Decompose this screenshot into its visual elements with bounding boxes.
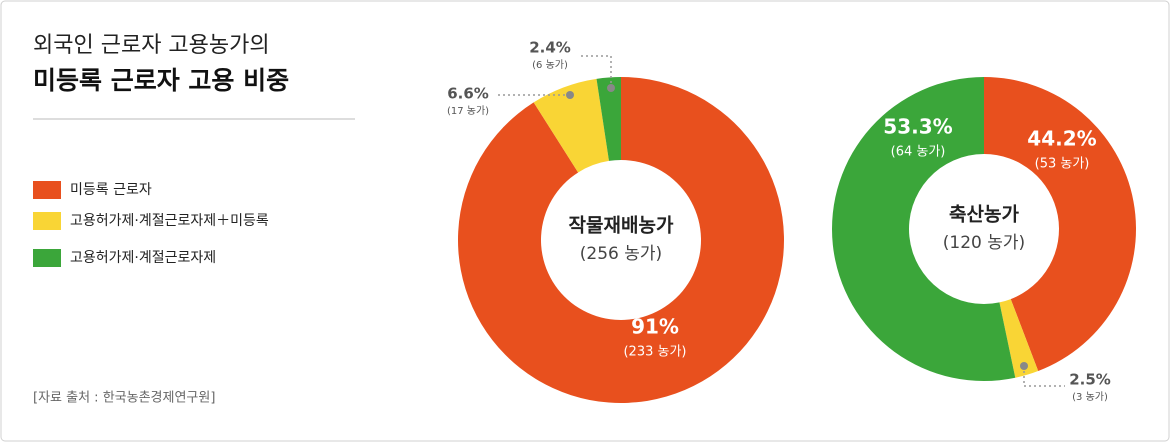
legend-swatch (33, 212, 61, 230)
value-label: 2.4% (529, 39, 571, 57)
donut-segment (596, 77, 621, 161)
donut-segment (999, 299, 1039, 378)
count-label: (3 농가) (1072, 391, 1108, 403)
count-label: (6 농가) (532, 59, 568, 71)
legend-swatch (33, 181, 61, 199)
count-label: (64 농가) (891, 145, 946, 160)
subtitle: 미등록 근로자 고용 비중 (33, 66, 289, 95)
value-label: 53.3% (883, 115, 952, 139)
donut-segment (831, 77, 1016, 381)
legend-label: 고용허가제·계절근로자제＋미등록 (70, 213, 269, 229)
center-title: 작물재배농가 (569, 215, 674, 237)
leader-dot (566, 91, 574, 99)
count-label: (17 농가) (447, 105, 489, 117)
donut-segment (984, 77, 1136, 372)
legend-swatch (33, 249, 61, 267)
leader-line (1023, 366, 1065, 387)
leader-dot (1020, 362, 1028, 370)
count-label: (233 농가) (623, 345, 686, 360)
legend-label: 미등록 근로자 (70, 182, 152, 198)
leader-line (578, 55, 612, 88)
center-subtitle: (120 농가) (943, 233, 1025, 253)
source: [자료 출처 : 한국농촌경제연구원] (33, 391, 215, 406)
value-label: 2.5% (1069, 371, 1111, 389)
leader-dot (607, 84, 615, 92)
legend-label: 고용허가제·계절근로자제 (70, 250, 216, 266)
value-label: 44.2% (1027, 127, 1096, 151)
title: 외국인 근로자 고용농가의 (33, 33, 270, 58)
value-label: 6.6% (447, 85, 489, 103)
donut-segment (458, 77, 784, 403)
center-subtitle: (256 농가) (580, 244, 662, 264)
donut-segment (533, 78, 609, 173)
center-title: 축산농가 (949, 204, 1019, 226)
count-label: (53 농가) (1035, 157, 1090, 172)
value-label: 91% (631, 315, 679, 339)
